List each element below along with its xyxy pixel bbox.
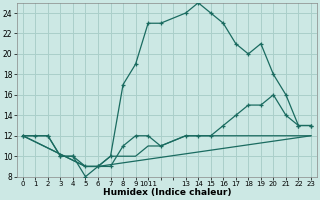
X-axis label: Humidex (Indice chaleur): Humidex (Indice chaleur) <box>103 188 231 197</box>
